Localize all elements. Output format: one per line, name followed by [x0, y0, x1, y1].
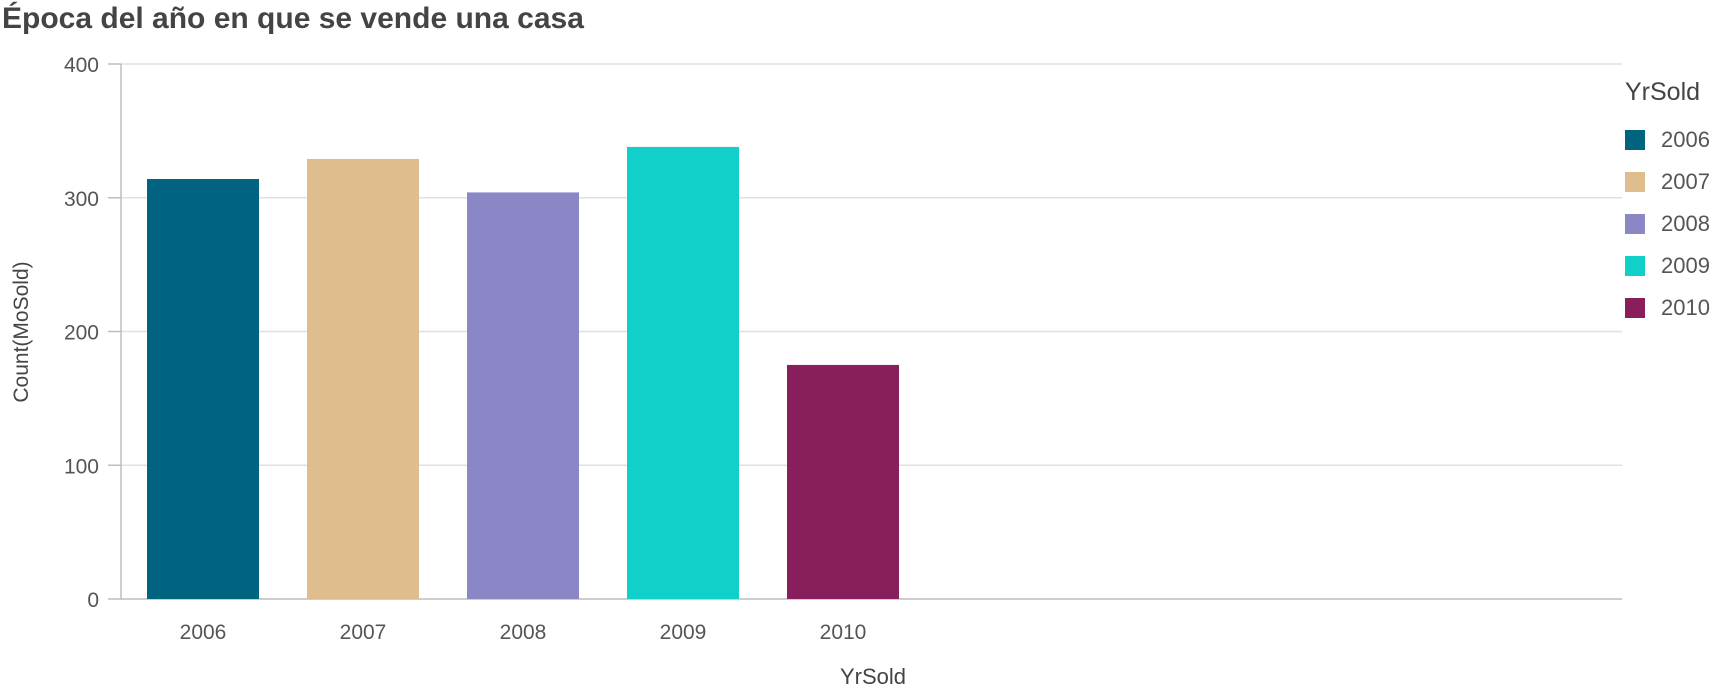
legend-label: 2010 — [1661, 295, 1710, 320]
x-tick-label: 2007 — [340, 621, 387, 644]
bar-2010[interactable] — [787, 364, 899, 599]
bars — [147, 146, 899, 600]
y-axis-ticks: 0 100 200 300 400 — [64, 54, 121, 612]
y-tick-label: 200 — [64, 322, 99, 345]
legend-swatch — [1625, 130, 1645, 150]
bar-2009[interactable] — [627, 146, 739, 600]
x-tick-label: 2008 — [500, 621, 547, 644]
x-axis-ticks: 2006 2007 2008 2009 2010 — [180, 621, 867, 644]
legend-item-2006[interactable]: 2006 — [1625, 119, 1725, 161]
bar-2006[interactable] — [147, 179, 259, 599]
legend-item-2008[interactable]: 2008 — [1625, 203, 1725, 245]
legend-swatch — [1625, 256, 1645, 276]
y-axis-label: Count(MoSold) — [10, 261, 33, 402]
legend-swatch — [1625, 172, 1645, 192]
x-tick-label: 2006 — [180, 621, 227, 644]
legend-swatch — [1625, 214, 1645, 234]
legend-item-2009[interactable]: 2009 — [1625, 245, 1725, 287]
legend: YrSold 2006 2007 2008 2009 2010 — [1625, 78, 1725, 329]
x-tick-label: 2009 — [660, 621, 707, 644]
legend-label: 2008 — [1661, 211, 1710, 236]
legend-title: YrSold — [1625, 78, 1701, 106]
legend-item-2010[interactable]: 2010 — [1625, 287, 1725, 329]
bar-2008[interactable] — [467, 192, 579, 599]
legend-swatch — [1625, 298, 1645, 318]
y-tick-label: 400 — [64, 54, 99, 77]
legend-label: 2007 — [1661, 169, 1710, 194]
bar-2007[interactable] — [307, 158, 419, 599]
legend-item-2007[interactable]: 2007 — [1625, 161, 1725, 203]
x-tick-label: 2010 — [820, 621, 867, 644]
y-tick-label: 100 — [64, 455, 99, 478]
legend-items: 2006 2007 2008 2009 2010 — [1625, 119, 1725, 329]
x-axis-label: YrSold — [840, 664, 906, 689]
y-tick-label: 0 — [87, 589, 99, 612]
legend-label: 2006 — [1661, 127, 1710, 152]
y-tick-label: 300 — [64, 188, 99, 211]
chart-title: Época del año en que se vende una casa — [2, 2, 584, 35]
legend-label: 2009 — [1661, 253, 1710, 278]
